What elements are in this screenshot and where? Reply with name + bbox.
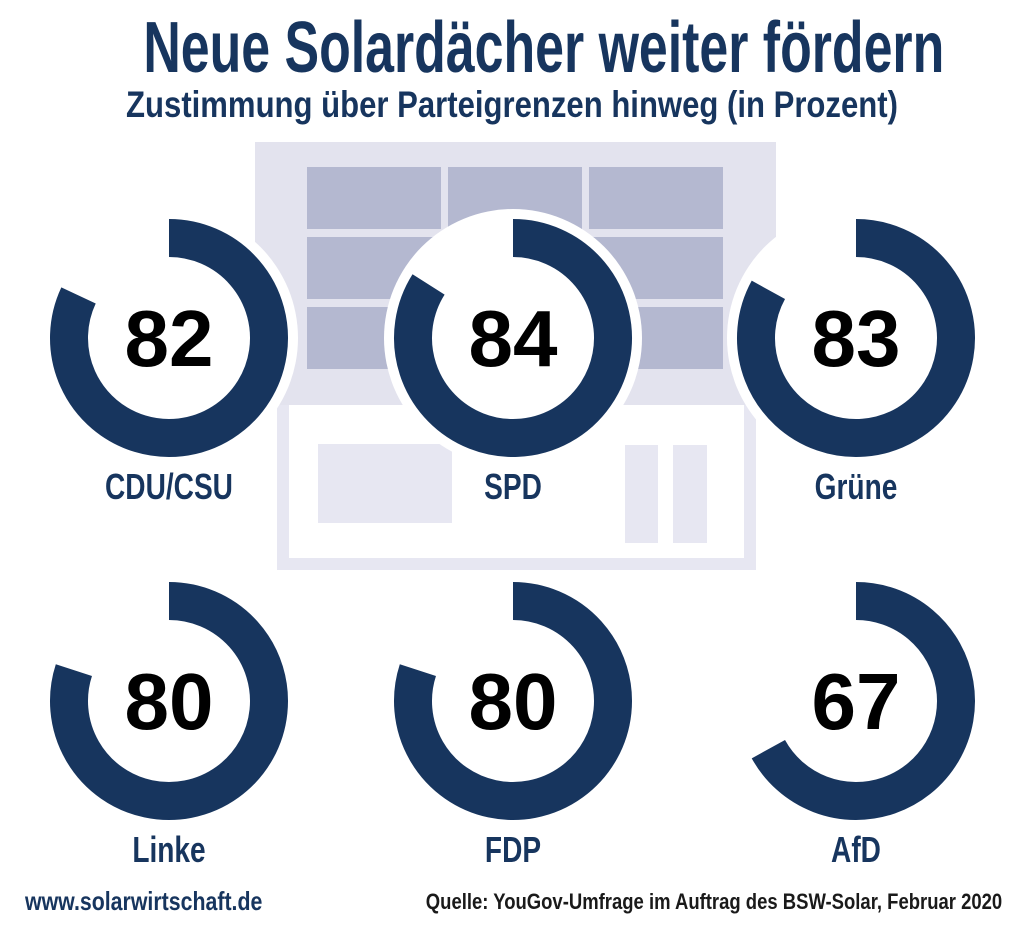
house-door-panel	[673, 445, 707, 543]
donut-ring-chart: 82	[40, 209, 298, 467]
donut-arc	[50, 582, 288, 820]
page-subtitle: Zustimmung über Parteigrenzen hinweg (in…	[126, 84, 898, 125]
house-door-panel	[625, 445, 658, 543]
party-label: SPD	[484, 466, 542, 507]
donut-ring-chart: 80	[40, 572, 298, 830]
party-label: Linke	[132, 829, 206, 870]
house-window	[318, 444, 452, 523]
donut-value: 80	[469, 657, 558, 746]
donut-arc	[737, 219, 975, 457]
donut-ring-chart: 84	[384, 209, 642, 467]
donut-chart-cell: 82 CDU/CSU	[39, 208, 299, 505]
donut-ring-chart: 83	[727, 209, 985, 467]
page-title: Neue Solardächer weiter fördern	[143, 8, 945, 88]
donut-chart-cell: 67 AfD	[726, 571, 986, 868]
donut-chart-cell: 83 Grüne	[726, 208, 986, 505]
donut-value: 67	[812, 657, 901, 746]
donut-value: 83	[812, 294, 901, 383]
donut-chart-cell: 80 Linke	[39, 571, 299, 868]
solar-panel	[307, 167, 441, 229]
donut-arc	[50, 219, 288, 457]
donut-value: 82	[125, 294, 214, 383]
party-label: CDU/CSU	[105, 466, 233, 507]
donut-value: 84	[469, 294, 558, 383]
donut-chart-cell: 80 FDP	[383, 571, 643, 868]
party-label: Grüne	[814, 466, 898, 507]
donut-arc	[394, 582, 632, 820]
donut-arc	[751, 582, 975, 820]
party-label: AfD	[831, 829, 881, 870]
donut-ring-chart: 80	[384, 572, 642, 830]
donut-arc	[394, 219, 632, 457]
party-label: FDP	[484, 829, 542, 870]
source-note: Quelle: YouGov-Umfrage im Auftrag des BS…	[425, 889, 1002, 914]
donut-ring-chart: 67	[727, 572, 985, 830]
donut-chart-cell: 84 SPD	[383, 208, 643, 505]
solar-panel	[589, 167, 723, 229]
donut-value: 80	[125, 657, 214, 746]
website-link[interactable]: www.solarwirtschaft.de	[25, 886, 263, 916]
